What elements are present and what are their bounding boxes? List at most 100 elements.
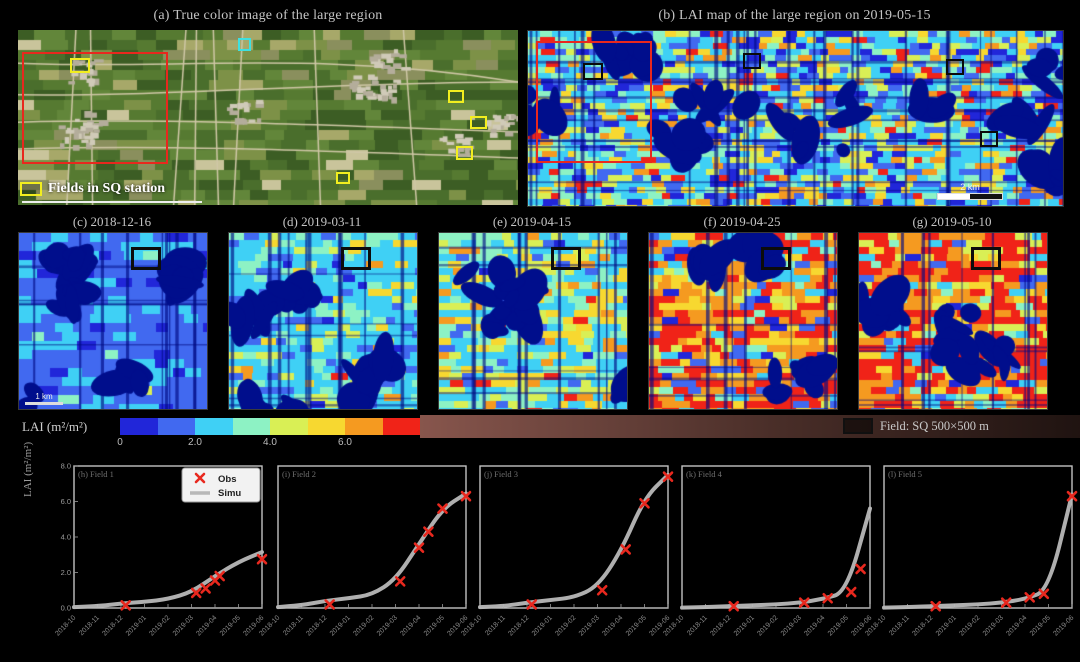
x-tick-label: 2018-10 (54, 614, 77, 637)
satellite-image (18, 30, 518, 205)
x-tick-label: 2018-12 (305, 614, 328, 637)
satellite-panel: Fields in SQ station (18, 30, 518, 205)
obs-marker (423, 526, 434, 537)
obs-marker (460, 490, 472, 502)
x-tick-label: 2019-01 (125, 614, 148, 637)
lai-map-c (19, 233, 207, 409)
x-tick-label: 2019-03 (172, 614, 195, 637)
obs-marker (1024, 592, 1035, 603)
x-tick-label: 2019-01 (329, 614, 352, 637)
lai-map-panel-e (438, 232, 628, 410)
obs-marker (620, 544, 631, 555)
lai-chart-l: 2018-10 2018-11 2018-12 2019-01 2019-02 2019-… (864, 465, 1078, 638)
obs-marker (728, 600, 740, 612)
colorbar-segment (345, 418, 383, 435)
x-tick-label: 2018-12 (709, 614, 732, 637)
legend-obs-label: Obs (218, 474, 236, 485)
obs-marker (394, 576, 406, 587)
x-tick-label: 2019-02 (554, 614, 577, 637)
obs-marker (1000, 597, 1012, 608)
x-tick-label: 2019-02 (756, 614, 779, 637)
x-tick-label: 2019-05 (423, 614, 446, 637)
lai-map-d (229, 233, 417, 409)
lai-map-e (439, 233, 627, 409)
colorbar-segment (157, 418, 195, 435)
colorbar-segment (270, 418, 308, 435)
panel-a-title: (a) True color image of the large region (153, 8, 383, 23)
x-tick-label: 2019-05 (827, 614, 850, 637)
colorbar-tick-label: 0 (117, 437, 123, 448)
map-title-e: (e) 2019-04-15 (492, 214, 572, 229)
obs-marker (437, 503, 448, 514)
lai-map-f (649, 233, 837, 409)
x-tick-label: 2019-06 (1052, 614, 1075, 637)
lai-map-panel-f (648, 232, 838, 410)
field-marker-box (551, 247, 581, 270)
map-title-g: (g) 2019-05-10 (912, 214, 992, 229)
obs-marker (855, 563, 866, 575)
lai-chart-j: 2018-10 2018-11 2018-12 2019-01 2019-02 2019-… (460, 465, 674, 638)
lai-chart-h: 2018-10 2018-11 2018-12 2019-01 2019-02 2019-… (54, 462, 268, 638)
field-box (470, 116, 487, 129)
lai-map-panel-g (858, 232, 1048, 410)
x-tick-label: 2019-03 (780, 614, 803, 637)
obs-marker (1038, 588, 1050, 600)
field-box (70, 58, 90, 73)
x-tick-label: 2019-02 (148, 614, 171, 637)
x-tick-label: 2019-04 (601, 614, 624, 637)
obs-marker (413, 542, 425, 553)
legend-simu-label: Simu (218, 488, 241, 499)
lai-colorbar (120, 418, 420, 435)
scale-bar-label: 2 km (960, 182, 980, 192)
field-marker-box (971, 247, 1001, 270)
y-tick-label: 8.0 (61, 462, 71, 471)
obs-marker (214, 570, 225, 582)
field-marker-box (946, 59, 964, 75)
map-title-f: (f) 2019-04-25 (703, 214, 781, 229)
field-marker-icon (843, 418, 873, 434)
chart-title: (k) Field 4 (686, 469, 723, 479)
obs-marker (1066, 490, 1078, 502)
lai-map-g (859, 233, 1047, 409)
x-tick-label: 2018-11 (484, 614, 507, 637)
colorbar-segment (307, 418, 345, 435)
lai-map-panel-d (228, 232, 418, 410)
fields-legend-label: Fields in SQ station (48, 181, 166, 196)
fields-legend: Fields in SQ station (20, 181, 165, 197)
field-marker-box (583, 63, 603, 80)
field-marker-box (761, 247, 791, 270)
lai-map-large (528, 31, 1063, 206)
simu-line (882, 492, 1074, 610)
field-box (336, 172, 350, 184)
field-box (456, 146, 473, 160)
field-box-icon (20, 182, 42, 196)
colorbar-segment (120, 418, 158, 435)
x-tick-label: 2019-04 (1005, 614, 1028, 637)
x-tick-label: 2018-11 (686, 614, 709, 637)
chart-title: (i) Field 2 (282, 469, 316, 479)
obs-marker (190, 587, 202, 599)
field-marker-box (131, 247, 161, 270)
x-tick-label: 2019-01 (531, 614, 554, 637)
lai-map-panel-c: 1 km (18, 232, 208, 410)
field-size-legend: Field: SQ 500×500 m (843, 418, 989, 434)
aoi-red-rectangle (22, 52, 168, 164)
x-tick-label: 2019-02 (958, 614, 981, 637)
y-tick-label: 2.0 (61, 568, 71, 577)
scale-bar: 2 km (937, 182, 1003, 200)
field-marker-box (980, 131, 998, 147)
colorbar-tick-label: 4.0 (263, 437, 277, 448)
x-tick-label: 2019-02 (352, 614, 375, 637)
simu-line (680, 506, 872, 610)
field-size-legend-label: Field: SQ 500×500 m (880, 418, 989, 433)
chart-title: (h) Field 1 (78, 469, 114, 479)
lai-chart-i: 2018-10 2018-11 2018-12 2019-01 2019-02 2019-… (258, 465, 472, 638)
charts-y-axis-label: LAI (m²/m²) (22, 441, 34, 497)
chart-title: (j) Field 3 (484, 469, 518, 479)
simu-line (478, 472, 670, 610)
obs-marker (845, 586, 857, 598)
obs-marker (120, 600, 131, 611)
chart-title: (l) Field 5 (888, 469, 922, 479)
y-tick-label: 6.0 (61, 497, 71, 506)
